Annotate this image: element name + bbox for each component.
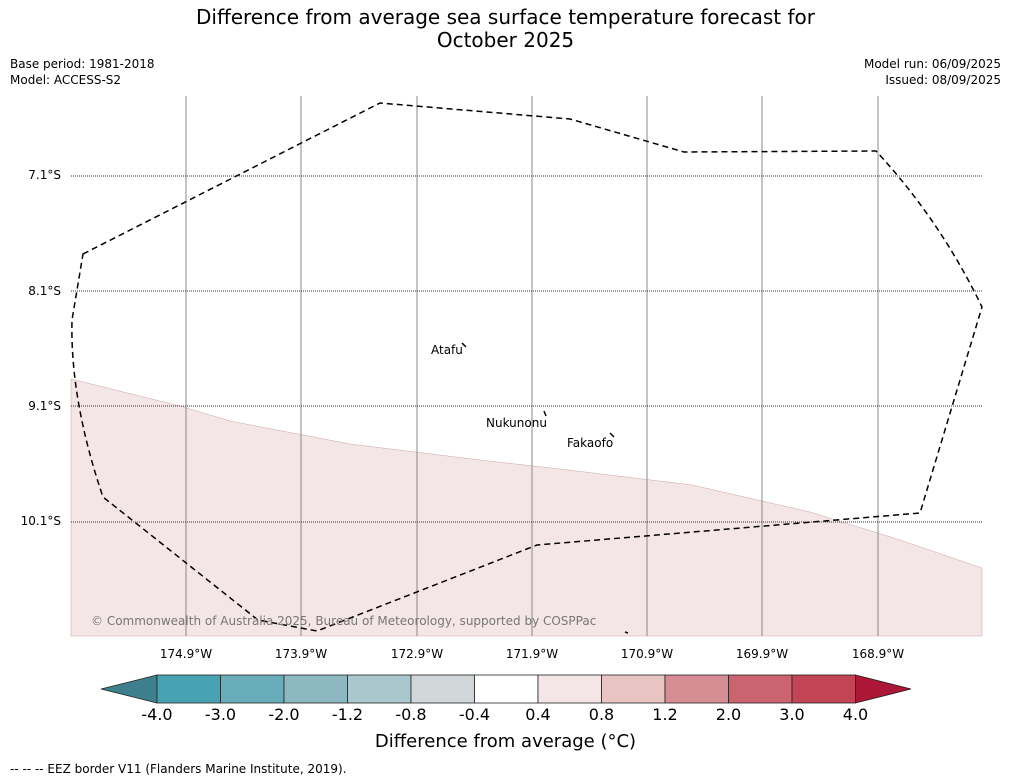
small-island-shape: [624, 631, 629, 634]
lon-label: 168.9°W: [851, 647, 905, 661]
colorbar-tick-label: 3.0: [779, 705, 805, 724]
anomaly-region-0.4-0.8: [70, 378, 983, 637]
colorbar-segment: [791, 674, 856, 704]
copyright-notice: © Commonwealth of Australia 2025, Bureau…: [91, 614, 597, 628]
meta-left: Base period: 1981-2018 Model: ACCESS-S2: [10, 56, 155, 88]
colorbar-high-extension: [855, 674, 912, 704]
lat-label: 9.1°S: [28, 399, 61, 413]
colorbar-segment: [601, 674, 666, 704]
colorbar-tick-label: 0.8: [588, 705, 615, 724]
colorbar-tick-label: -0.4: [458, 705, 491, 724]
lat-label: 8.1°S: [28, 284, 61, 298]
nukunonu-island-shape: [543, 410, 547, 417]
base-period: Base period: 1981-2018: [10, 57, 155, 71]
colorbar-segment: [347, 674, 412, 704]
island-label-fakaofo: Fakaofo: [567, 436, 614, 450]
lon-label: 174.9°W: [159, 647, 213, 661]
colorbar-tick-label: -2.0: [268, 705, 300, 724]
colorbar-segment: [283, 674, 348, 704]
eez-border: [71, 102, 983, 632]
colorbar-segment: [664, 674, 729, 704]
lon-label: 170.9°W: [620, 647, 674, 661]
lat-label: 7.1°S: [28, 168, 61, 182]
issued-date: Issued: 08/09/2025: [885, 73, 1001, 87]
title-line-2: October 2025: [436, 28, 575, 52]
colorbar-low-extension: [100, 674, 158, 704]
colorbar-segment: [728, 674, 793, 704]
colorbar-tick-label: 2.0: [715, 705, 742, 724]
lon-label: 172.9°W: [390, 647, 444, 661]
colorbar-segment: [220, 674, 285, 704]
meta-right: Model run: 06/09/2025 Issued: 08/09/2025: [864, 56, 1001, 88]
colorbar-tick-label: 1.2: [652, 705, 678, 724]
colorbar-tick-label: -1.2: [331, 705, 364, 724]
colorbar-title: Difference from average (°C): [374, 731, 637, 752]
chart-title: Difference from average sea surface temp…: [0, 6, 1011, 52]
lon-label: 173.9°W: [274, 647, 328, 661]
fakaofo-island-shape: [609, 432, 615, 438]
colorbar-tick-label: 4.0: [842, 705, 869, 724]
colorbar-segment: [410, 674, 475, 704]
colorbar-segment: [537, 674, 602, 704]
lon-label: 169.9°W: [735, 647, 789, 661]
lat-label: 10.1°S: [20, 514, 61, 528]
island-label-atafu: Atafu: [431, 343, 463, 357]
colorbar-tick-label: -3.0: [204, 705, 237, 724]
atafu-island-shape: [461, 342, 467, 348]
eez-legend: -- -- -- EEZ border V11 (Flanders Marine…: [10, 762, 347, 776]
island-label-nukunonu: Nukunonu: [486, 416, 547, 430]
model-name: Model: ACCESS-S2: [10, 73, 122, 87]
colorbar-segment: [156, 674, 221, 704]
model-run: Model run: 06/09/2025: [863, 57, 1001, 71]
lon-label: 171.9°W: [505, 647, 559, 661]
title-line-1: Difference from average sea surface temp…: [195, 5, 815, 29]
colorbar-segment: [474, 674, 539, 704]
colorbar: [100, 674, 912, 704]
longitude-gridlines: [185, 96, 879, 636]
colorbar-tick-label: -4.0: [141, 705, 173, 724]
colorbar-tick-label: -0.8: [395, 705, 427, 724]
colorbar-tick-label: 0.4: [525, 705, 551, 724]
